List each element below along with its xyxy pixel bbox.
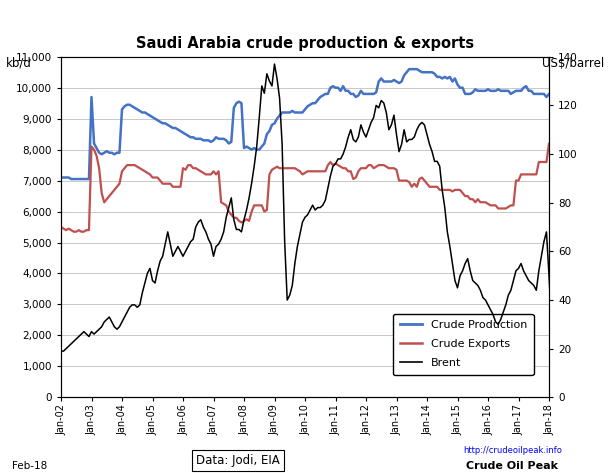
Title: Saudi Arabia crude production & exports: Saudi Arabia crude production & exports — [136, 36, 474, 52]
Text: Data: Jodi, EIA: Data: Jodi, EIA — [196, 455, 280, 467]
Legend: Crude Production, Crude Exports, Brent: Crude Production, Crude Exports, Brent — [393, 314, 534, 375]
Text: http://crudeoilpeak.info: http://crudeoilpeak.info — [463, 446, 562, 455]
Text: US$/barrel: US$/barrel — [542, 57, 604, 70]
Text: Feb-18: Feb-18 — [12, 461, 48, 471]
Text: Crude Oil Peak: Crude Oil Peak — [467, 461, 558, 471]
Text: kb/d: kb/d — [6, 57, 32, 70]
